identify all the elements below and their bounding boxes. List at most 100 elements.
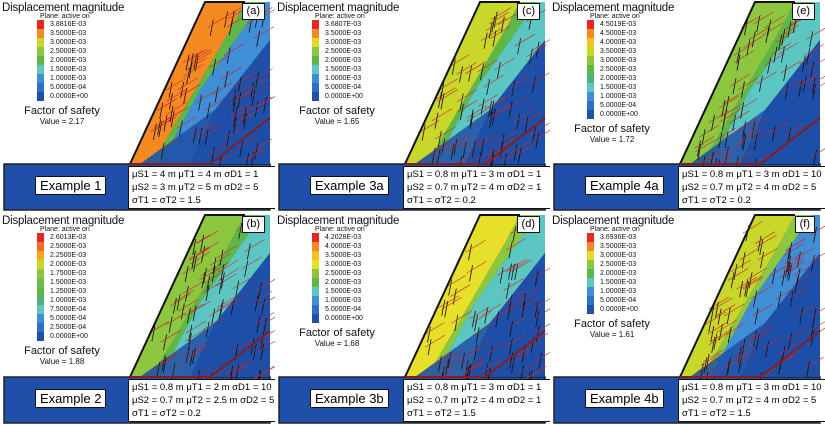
legend-entry: 7.5000E-04 bbox=[37, 305, 134, 314]
joint-line bbox=[807, 58, 825, 70]
legend-entry: 1.0000E-03 bbox=[312, 296, 409, 305]
joint-line bbox=[718, 95, 740, 109]
joint-line bbox=[258, 282, 262, 300]
joint-line bbox=[462, 141, 467, 158]
joint-line bbox=[508, 263, 512, 280]
joint-line bbox=[238, 76, 242, 93]
joint-line bbox=[738, 334, 760, 348]
joint-line bbox=[424, 322, 445, 335]
legend-value: 5.0000E-04 bbox=[600, 102, 637, 109]
legend-entry: 2.0000E-03 bbox=[587, 269, 684, 278]
factor-of-safety-label: Factor of safety bbox=[574, 123, 650, 135]
joint-line bbox=[208, 142, 229, 156]
legend-entry: 2.0000E-03 bbox=[312, 278, 409, 287]
legend-swatch bbox=[312, 278, 319, 287]
joint-line bbox=[256, 30, 261, 47]
joint-line bbox=[209, 19, 214, 36]
joint-line bbox=[185, 346, 190, 363]
joint-line bbox=[165, 312, 187, 325]
joint-line bbox=[727, 268, 749, 281]
joint-line bbox=[202, 280, 224, 294]
joint-line bbox=[488, 22, 493, 39]
joint-line bbox=[811, 77, 816, 94]
joint-line bbox=[745, 268, 767, 281]
parameter-line: μS2 = 0.7 m μT2 = 4 m σD2 = 5 bbox=[682, 182, 817, 193]
joint-line bbox=[436, 368, 458, 381]
joint-line bbox=[489, 152, 494, 169]
joint-line bbox=[233, 117, 237, 134]
displacement-legend: Displacement magnitude Plane: active on 4.… bbox=[552, 2, 684, 119]
legend-value: 3.0000E-03 bbox=[50, 39, 87, 46]
legend-swatch bbox=[587, 74, 594, 83]
joint-line bbox=[162, 356, 167, 374]
joint-line bbox=[192, 238, 197, 256]
joint-line bbox=[466, 365, 470, 382]
joint-line bbox=[716, 320, 737, 333]
joint-line bbox=[483, 32, 488, 49]
legend-value: 3.5000E-03 bbox=[600, 243, 637, 250]
joint-line bbox=[180, 81, 185, 98]
joint-line bbox=[486, 341, 507, 355]
joint-line bbox=[713, 155, 734, 168]
legend-swatch bbox=[587, 296, 594, 305]
legend-value: 2.5000E-03 bbox=[600, 66, 637, 73]
legend-entry: 1.5000E-03 bbox=[587, 278, 684, 287]
legend-swatch bbox=[312, 47, 319, 56]
legend-entry: 4.2028E-03 bbox=[312, 233, 409, 242]
legend-swatch bbox=[587, 92, 594, 101]
factor-of-safety: Factor of safety Value = 1.72 bbox=[552, 123, 672, 144]
joint-line bbox=[471, 310, 492, 324]
joint-line bbox=[201, 272, 206, 289]
joint-line bbox=[431, 108, 453, 121]
legend-entry: 5.0000E-04 bbox=[312, 83, 409, 92]
joint-line bbox=[445, 275, 466, 288]
joint-line bbox=[433, 144, 455, 158]
joint-line bbox=[724, 353, 745, 366]
joint-line bbox=[789, 290, 794, 307]
joint-line bbox=[472, 310, 476, 328]
joint-line bbox=[247, 147, 269, 161]
legend-entry: 0.0000E+00 bbox=[312, 314, 409, 323]
joint-line bbox=[229, 365, 234, 382]
joint-line bbox=[812, 84, 817, 101]
joint-line bbox=[163, 115, 168, 132]
joint-line bbox=[526, 366, 547, 379]
legend-swatch bbox=[37, 323, 44, 332]
panel-tag: (c) bbox=[517, 3, 540, 20]
joint-line bbox=[787, 286, 808, 300]
legend-swatch bbox=[312, 65, 319, 74]
joint-line bbox=[787, 127, 792, 144]
joint-line bbox=[212, 257, 217, 274]
joint-line bbox=[510, 140, 532, 154]
joint-line bbox=[217, 259, 239, 273]
legend-swatch bbox=[587, 56, 594, 65]
displacement-zone-2 bbox=[140, 2, 262, 164]
joint-line bbox=[192, 347, 196, 364]
joint-line bbox=[221, 66, 242, 80]
legend-entry: 2.6013E-03 bbox=[37, 233, 134, 242]
legend-swatch bbox=[312, 296, 319, 305]
parameter-line: μS1 = 0.8 m μT1 = 2 m σD1 = 10 bbox=[132, 382, 272, 393]
slope-face-outline bbox=[679, 214, 795, 378]
joint-line bbox=[470, 340, 492, 353]
displacement-zone-2 bbox=[415, 2, 537, 164]
joint-line bbox=[531, 298, 550, 310]
parameter-line: σT1 = σT2 = 1.5 bbox=[132, 195, 201, 206]
legend-swatch bbox=[37, 20, 44, 29]
joint-line bbox=[241, 256, 262, 270]
parameter-box: μS1 = 0.8 m μT1 = 3 m σD1 = 10 μS2 = 0.7 … bbox=[678, 379, 825, 422]
joint-line bbox=[784, 84, 789, 101]
joint-line bbox=[156, 98, 177, 111]
joint-line bbox=[235, 280, 240, 297]
joint-line bbox=[453, 138, 458, 156]
legend-value: 3.5000E-03 bbox=[325, 252, 362, 259]
legend-value: 1.5000E-03 bbox=[50, 279, 87, 286]
joint-line bbox=[444, 301, 449, 318]
joint-line bbox=[176, 116, 197, 129]
joint-line bbox=[504, 298, 525, 312]
displacement-zone-2 bbox=[140, 215, 262, 377]
joint-line bbox=[440, 93, 445, 110]
joint-line bbox=[700, 353, 722, 366]
joint-line bbox=[173, 290, 195, 303]
legend-value: 2.5000E-03 bbox=[600, 261, 637, 268]
